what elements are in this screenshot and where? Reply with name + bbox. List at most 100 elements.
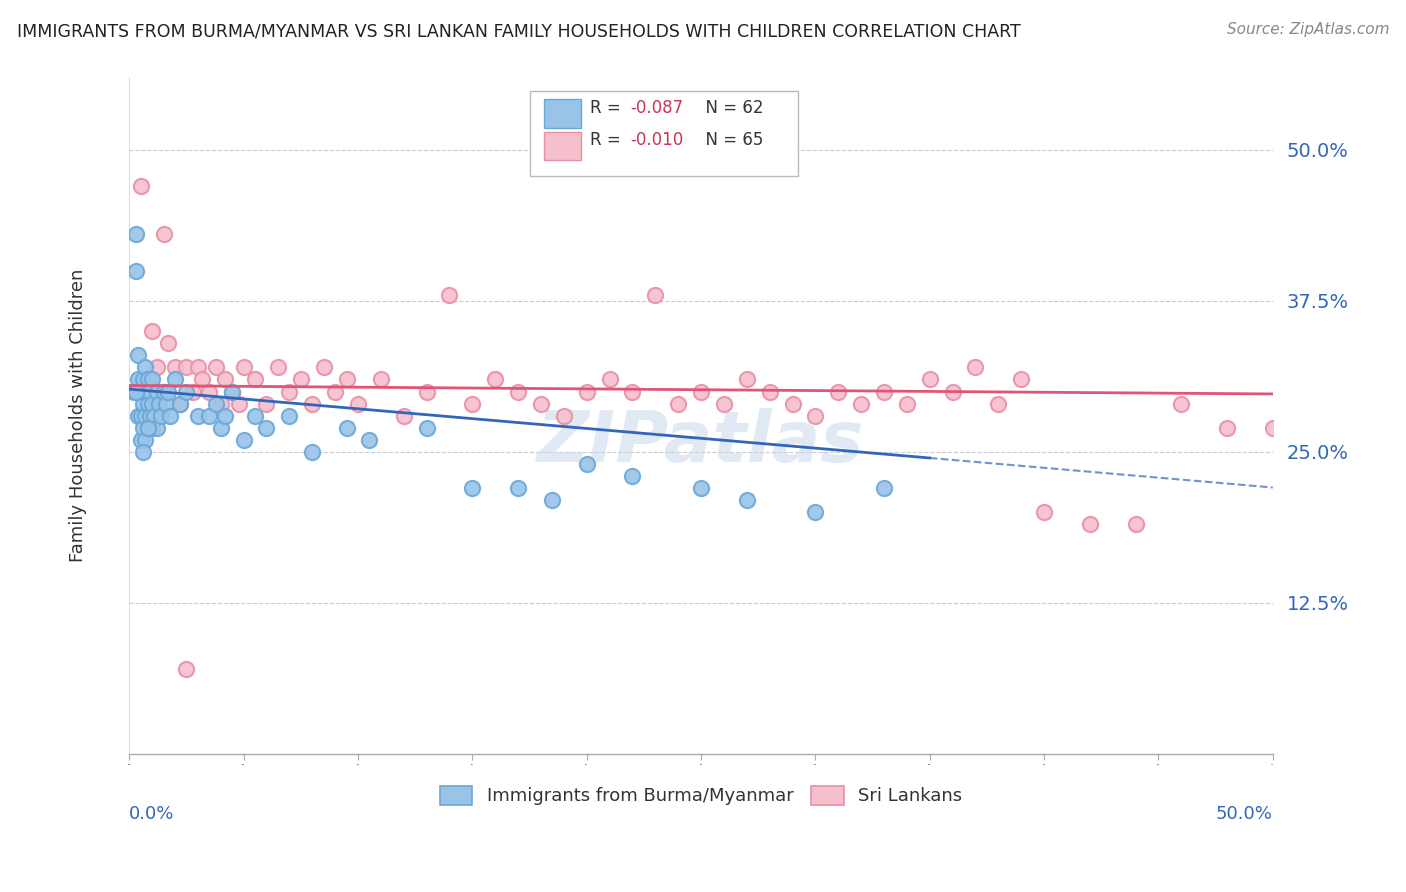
Text: -0.010: -0.010: [630, 131, 683, 149]
Point: [415, 421, 437, 435]
Point: [134, 409, 156, 423]
Point: [278, 409, 301, 423]
Point: [735, 493, 758, 508]
Point: [127, 372, 149, 386]
Point: [139, 384, 162, 399]
Point: [152, 384, 174, 399]
Point: [644, 288, 666, 302]
Point: [1125, 517, 1147, 532]
Point: [136, 372, 159, 386]
Point: [221, 384, 243, 399]
Point: [209, 421, 232, 435]
Point: [136, 421, 159, 435]
Point: [1010, 372, 1032, 386]
Point: [965, 360, 987, 375]
Point: [155, 396, 177, 410]
Point: [127, 348, 149, 362]
Point: [187, 360, 209, 375]
Point: [127, 409, 149, 423]
Point: [506, 481, 529, 495]
Point: [122, 384, 145, 399]
Point: [987, 396, 1010, 410]
Point: [141, 396, 163, 410]
Point: [157, 384, 180, 399]
Point: [145, 421, 167, 435]
Point: [690, 481, 713, 495]
Point: [804, 505, 827, 519]
Point: [205, 396, 228, 410]
Point: [621, 469, 644, 483]
Point: [209, 396, 232, 410]
Point: [804, 409, 827, 423]
Point: [312, 360, 335, 375]
Point: [359, 433, 381, 447]
Point: [136, 421, 159, 435]
Text: R =: R =: [591, 99, 626, 117]
Point: [243, 372, 266, 386]
Point: [205, 360, 228, 375]
Point: [214, 409, 236, 423]
Point: [125, 384, 148, 399]
Text: -0.087: -0.087: [630, 99, 683, 117]
Text: Family Households with Children: Family Households with Children: [69, 269, 87, 562]
Point: [541, 493, 564, 508]
Point: [141, 372, 163, 386]
Point: [1261, 421, 1284, 435]
Point: [129, 409, 152, 423]
Point: [129, 384, 152, 399]
Point: [873, 384, 896, 399]
Point: [232, 433, 254, 447]
Point: [214, 372, 236, 386]
Legend: Immigrants from Burma/Myanmar, Sri Lankans: Immigrants from Burma/Myanmar, Sri Lanka…: [433, 779, 970, 813]
Point: [599, 372, 621, 386]
Point: [176, 384, 198, 399]
Point: [129, 179, 152, 194]
FancyBboxPatch shape: [530, 91, 799, 176]
Text: N = 62: N = 62: [696, 99, 763, 117]
Point: [141, 421, 163, 435]
Point: [461, 481, 484, 495]
Point: [134, 433, 156, 447]
Point: [1216, 421, 1239, 435]
Point: [530, 396, 553, 410]
Point: [145, 384, 167, 399]
Point: [896, 396, 918, 410]
Point: [187, 409, 209, 423]
Point: [176, 360, 198, 375]
Point: [141, 324, 163, 338]
Point: [169, 396, 191, 410]
Point: [157, 336, 180, 351]
Point: [335, 372, 357, 386]
Point: [163, 372, 186, 386]
Text: 0.0%: 0.0%: [129, 805, 174, 822]
Text: R =: R =: [591, 131, 626, 149]
Point: [152, 384, 174, 399]
Point: [256, 396, 278, 410]
Point: [782, 396, 804, 410]
Point: [159, 409, 181, 423]
Point: [136, 396, 159, 410]
Point: [439, 288, 461, 302]
Point: [735, 372, 758, 386]
Point: [228, 396, 250, 410]
Point: [415, 384, 437, 399]
Point: [758, 384, 780, 399]
Point: [278, 384, 301, 399]
Point: [918, 372, 941, 386]
Point: [191, 372, 214, 386]
Point: [461, 396, 484, 410]
Point: [575, 384, 598, 399]
Point: [666, 396, 689, 410]
Point: [621, 384, 644, 399]
Point: [143, 409, 166, 423]
Point: [323, 384, 346, 399]
Text: IMMIGRANTS FROM BURMA/MYANMAR VS SRI LANKAN FAMILY HOUSEHOLDS WITH CHILDREN CORR: IMMIGRANTS FROM BURMA/MYANMAR VS SRI LAN…: [17, 22, 1021, 40]
Point: [256, 421, 278, 435]
Point: [145, 360, 167, 375]
FancyBboxPatch shape: [544, 132, 581, 160]
Point: [181, 384, 204, 399]
Text: 50.0%: 50.0%: [1216, 805, 1272, 822]
Point: [1170, 396, 1192, 410]
Text: ZIPatlas: ZIPatlas: [537, 409, 865, 477]
Point: [827, 384, 849, 399]
